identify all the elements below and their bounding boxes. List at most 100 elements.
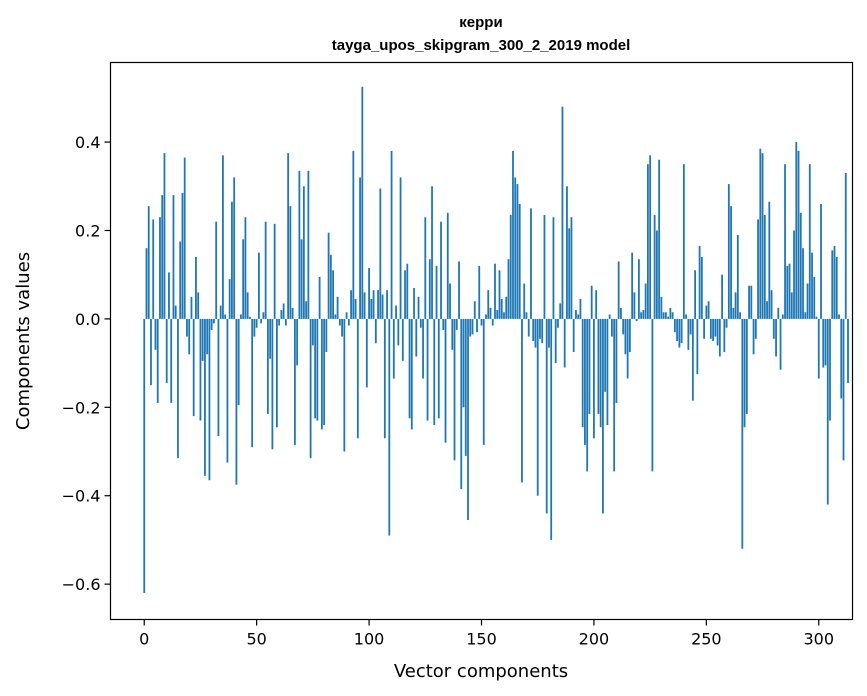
- bar-35: [222, 155, 224, 319]
- bar-94: [354, 299, 357, 319]
- bar-75: [311, 318, 314, 346]
- bar-119: [410, 318, 413, 430]
- bar-231: [662, 312, 665, 319]
- bar-270: [750, 285, 753, 319]
- bar-130: [435, 265, 438, 319]
- bar-147: [473, 301, 476, 319]
- bar-260: [727, 184, 730, 319]
- bar-146: [471, 318, 474, 335]
- bar-123: [419, 318, 422, 328]
- bar-109: [388, 318, 391, 536]
- bar-39: [231, 201, 233, 319]
- bar-254: [714, 318, 717, 337]
- bar-264: [736, 234, 739, 319]
- bar-92: [350, 290, 352, 319]
- bar-21: [190, 296, 193, 319]
- bar-153: [487, 290, 490, 319]
- bar-106: [381, 294, 384, 319]
- x-tick-label: 50: [246, 630, 266, 649]
- bar-183: [554, 318, 557, 364]
- bar-192: [575, 310, 577, 319]
- bar-220: [637, 259, 640, 319]
- bar-65: [289, 206, 292, 319]
- bar-274: [759, 148, 762, 319]
- bar-187: [563, 318, 566, 368]
- bar-121: [415, 318, 418, 357]
- bar-63: [284, 318, 287, 326]
- bar-107: [383, 318, 386, 439]
- bar-225: [649, 155, 652, 319]
- bar-271: [752, 318, 755, 355]
- bar-66: [291, 307, 294, 319]
- bar-113: [397, 318, 400, 346]
- bar-194: [579, 299, 582, 319]
- chart-title: керри: [459, 14, 502, 31]
- bar-281: [775, 318, 777, 357]
- bar-25: [199, 318, 202, 421]
- bar-258: [723, 318, 726, 353]
- bar-246: [696, 318, 699, 375]
- bar-172: [530, 208, 532, 319]
- bar-164: [512, 150, 514, 319]
- bar-8: [161, 195, 164, 319]
- bar-179: [545, 318, 548, 514]
- bar-19: [186, 318, 188, 337]
- bar-224: [646, 164, 649, 319]
- bar-308: [835, 257, 838, 319]
- bar-280: [772, 318, 775, 339]
- bar-288: [790, 292, 793, 319]
- bar-245: [694, 270, 697, 319]
- bar-295: [806, 283, 809, 319]
- bar-138: [453, 318, 456, 461]
- bar-79: [320, 318, 323, 430]
- bar-230: [660, 296, 663, 319]
- bar-150: [480, 318, 483, 326]
- x-tick-label: 250: [691, 630, 722, 649]
- bar-309: [838, 314, 840, 319]
- bar-115: [401, 318, 404, 361]
- bar-126: [426, 318, 429, 421]
- bar-87: [338, 318, 341, 326]
- bar-76: [314, 318, 317, 419]
- bar-162: [507, 259, 510, 319]
- bar-4: [152, 219, 155, 319]
- bar-118: [408, 318, 411, 419]
- bar-241: [685, 314, 688, 319]
- bar-235: [671, 312, 674, 319]
- bar-12: [170, 318, 173, 403]
- bar-112: [395, 305, 397, 319]
- bar-201: [595, 290, 598, 319]
- bar-171: [527, 318, 530, 337]
- bar-31: [213, 318, 215, 324]
- bar-244: [691, 318, 694, 401]
- bar-62: [282, 303, 285, 319]
- bar-98: [363, 292, 366, 319]
- bar-155: [491, 318, 494, 326]
- bar-250: [705, 305, 708, 319]
- bar-213: [622, 318, 625, 335]
- bar-97: [361, 86, 364, 319]
- x-axis-label: Vector components: [394, 661, 568, 682]
- bar-199: [590, 285, 593, 319]
- bar-28: [206, 318, 209, 355]
- bar-251: [707, 301, 710, 319]
- bar-211: [617, 261, 620, 319]
- bar-105: [379, 188, 382, 319]
- bar-6: [156, 318, 159, 403]
- bar-48: [251, 318, 254, 448]
- bar-191: [572, 318, 575, 353]
- bar-255: [716, 318, 719, 346]
- bar-73: [307, 170, 310, 319]
- bar-185: [559, 303, 562, 319]
- bar-259: [725, 318, 728, 328]
- bar-221: [640, 312, 643, 319]
- y-tick-label: −0.4: [62, 487, 101, 506]
- bar-269: [748, 285, 750, 319]
- bar-85: [334, 314, 337, 319]
- bar-24: [197, 292, 200, 319]
- bar-136: [449, 283, 451, 319]
- bar-214: [624, 318, 627, 355]
- bar-265: [739, 312, 741, 319]
- bar-300: [817, 318, 820, 379]
